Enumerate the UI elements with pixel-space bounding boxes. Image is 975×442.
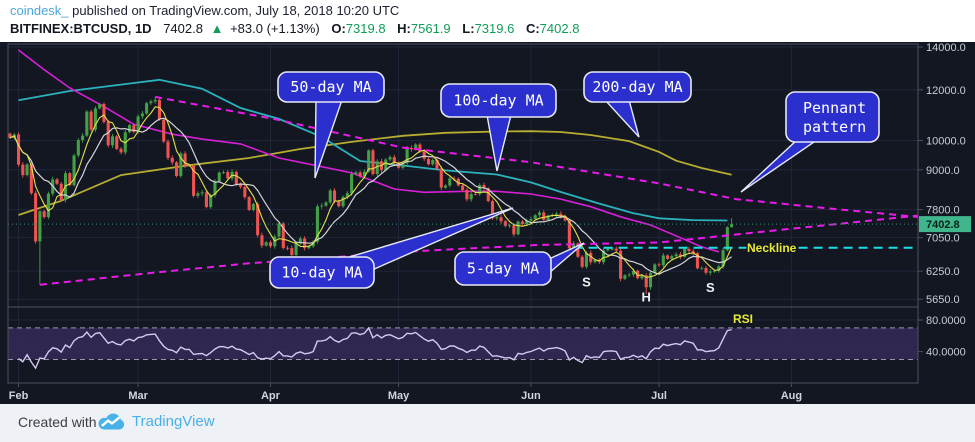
high-value: 7561.9 [410, 21, 451, 36]
low-value: 7319.6 [474, 21, 515, 36]
callout-10-day-ma-label: 10-day MA [281, 264, 362, 282]
created-with-label: Created with [18, 414, 97, 430]
price-chart[interactable]: 14000.0 12000.0 10000.0 9000.0 7800.0 7050.0 6… [0, 42, 975, 404]
callout-200-day-ma[interactable]: 200-day MA [583, 71, 692, 138]
last-price-badge-value: 7402.8 [926, 219, 960, 231]
marker-h: H [642, 289, 651, 304]
price-tick-label: 14000.0 [926, 42, 966, 54]
close-value: 7402.8 [539, 21, 580, 36]
month-label: May [388, 390, 410, 402]
ma10-line [9, 117, 732, 275]
price-tick-label: 7800.0 [926, 205, 960, 217]
symbol-line: BITFINEX:BTCUSD, 1D 7402.8 ▲ +83.0 (+1.1… [10, 21, 579, 36]
pennant-upper-line[interactable] [155, 95, 924, 218]
callout-50-day-ma[interactable]: 50-day MA [277, 71, 385, 179]
price-change: +83.0 (+1.13%) [230, 21, 320, 36]
callout-50-day-ma-label: 50-day MA [290, 78, 371, 96]
ma50-line [18, 49, 720, 253]
callout-200-day-ma-box [583, 71, 692, 103]
callout-pennant-pattern-label: pattern [803, 118, 866, 136]
callout-100-day-ma-box [440, 83, 557, 118]
callout-50-day-ma-box [277, 71, 385, 103]
published-note: published on TradingView.com, July 18, 2… [72, 3, 400, 18]
publish-line: coindesk_ published on TradingView.com, … [10, 3, 399, 18]
neckline-label: Neckline [747, 241, 797, 255]
month-label: Jun [521, 390, 541, 402]
callout-5-day-ma[interactable]: 5-day MA [454, 242, 585, 286]
open-label: O: [331, 21, 346, 36]
last-price: 7402.8 [163, 21, 203, 36]
tradingview-link[interactable]: TradingView [132, 413, 215, 430]
marker-s: S [706, 280, 715, 295]
price-tick-label: 12000.0 [926, 85, 966, 97]
high-label: H: [397, 21, 411, 36]
price-tick-label: 9000.0 [926, 165, 960, 177]
symbol-title: BITFINEX:BTCUSD, 1D [10, 21, 152, 36]
close-label: C: [525, 21, 540, 36]
ma5-line [9, 106, 733, 278]
header: coindesk_ published on TradingView.com, … [0, 0, 975, 42]
rsi-tick-label: 40.0000 [926, 347, 966, 359]
callout-200-day-ma-label: 200-day MA [592, 78, 682, 96]
rsi-line [18, 326, 732, 370]
callout-10-day-ma[interactable]: 10-day MA [269, 207, 514, 289]
callout-pennant-pattern-box [785, 91, 880, 143]
up-arrow-icon: ▲ [210, 21, 224, 36]
main-pane [8, 49, 924, 295]
callout-5-day-ma-label: 5-day MA [467, 260, 539, 278]
month-label: Jul [651, 390, 667, 402]
callout-100-day-ma-label: 100-day MA [453, 92, 543, 110]
price-tick-label: 6250.0 [926, 266, 960, 278]
chart-area: 14000.0 12000.0 10000.0 9000.0 7800.0 7050.0 6… [0, 42, 975, 404]
callout-pennant-pattern-label: Pennant [803, 99, 866, 117]
time-axis[interactable]: Feb Mar Apr May Jun Jul Aug [9, 383, 802, 402]
price-tick-label: 7050.0 [926, 233, 960, 245]
open-value: 7319.8 [345, 21, 386, 36]
price-tick-label: 10000.0 [926, 136, 966, 148]
publisher-handle[interactable]: coindesk_ [10, 3, 69, 18]
month-label: Feb [9, 390, 29, 402]
month-label: Apr [261, 390, 281, 402]
callout-100-day-ma[interactable]: 100-day MA [440, 83, 557, 172]
rsi-label: RSI [733, 312, 753, 326]
rsi-pane [8, 326, 918, 370]
month-label: Mar [128, 390, 148, 402]
month-label: Aug [781, 390, 802, 402]
callout-5-day-ma-box [454, 251, 552, 286]
pane-borders [7, 43, 919, 384]
callout-10-day-ma-box [269, 256, 375, 289]
tradingview-logo-icon [98, 413, 125, 430]
rsi-tick-label: 80.0000 [926, 315, 966, 327]
price-tick-label: 5650.0 [926, 294, 960, 306]
last-price-badge [919, 216, 971, 233]
price-axis[interactable]: 14000.0 12000.0 10000.0 9000.0 7800.0 7050.0 6… [918, 42, 971, 359]
shs-markers: SHS [582, 275, 715, 305]
low-label: L: [462, 21, 475, 36]
footer: Created with TradingView [0, 404, 975, 442]
marker-s: S [582, 275, 591, 290]
